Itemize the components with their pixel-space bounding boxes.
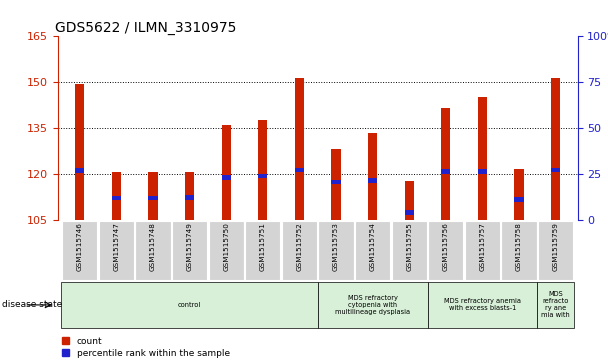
Text: disease state: disease state xyxy=(2,301,62,309)
FancyBboxPatch shape xyxy=(136,221,170,280)
Text: GSM1515749: GSM1515749 xyxy=(187,222,193,271)
Bar xyxy=(405,182,414,220)
Bar xyxy=(368,132,377,220)
Text: MDS refractory anemia
with excess blasts-1: MDS refractory anemia with excess blasts… xyxy=(444,298,521,311)
Text: GSM1515746: GSM1515746 xyxy=(77,222,83,271)
FancyBboxPatch shape xyxy=(427,282,537,327)
Text: MDS
refracto
ry ane
mia with: MDS refracto ry ane mia with xyxy=(541,291,570,318)
Text: GSM1515750: GSM1515750 xyxy=(223,222,229,271)
Bar xyxy=(185,172,194,220)
Text: GSM1515756: GSM1515756 xyxy=(443,222,449,271)
Text: MDS refractory
cytopenia with
multilineage dysplasia: MDS refractory cytopenia with multilinea… xyxy=(335,295,410,315)
Bar xyxy=(405,211,414,215)
FancyBboxPatch shape xyxy=(317,282,427,327)
FancyBboxPatch shape xyxy=(62,221,97,280)
Text: GSM1515754: GSM1515754 xyxy=(370,222,376,271)
Bar xyxy=(368,178,377,183)
FancyBboxPatch shape xyxy=(282,221,317,280)
Bar xyxy=(185,195,194,200)
Bar xyxy=(258,174,268,178)
Bar xyxy=(258,120,268,220)
Bar xyxy=(221,175,230,180)
FancyBboxPatch shape xyxy=(428,221,463,280)
FancyBboxPatch shape xyxy=(61,282,317,327)
Bar xyxy=(478,97,487,220)
Bar xyxy=(148,196,157,200)
FancyBboxPatch shape xyxy=(209,221,244,280)
FancyBboxPatch shape xyxy=(465,221,500,280)
Text: GSM1515758: GSM1515758 xyxy=(516,222,522,271)
Bar xyxy=(221,125,230,220)
Bar xyxy=(295,168,304,172)
Bar xyxy=(478,169,487,174)
Bar xyxy=(441,108,451,220)
Text: GDS5622 / ILMN_3310975: GDS5622 / ILMN_3310975 xyxy=(55,21,237,35)
Text: control: control xyxy=(178,302,201,308)
FancyBboxPatch shape xyxy=(319,221,354,280)
Bar xyxy=(75,168,85,173)
FancyBboxPatch shape xyxy=(355,221,390,280)
Bar xyxy=(551,78,560,220)
Bar xyxy=(331,180,340,184)
Bar xyxy=(551,168,560,172)
Bar xyxy=(75,83,85,220)
FancyBboxPatch shape xyxy=(245,221,280,280)
FancyBboxPatch shape xyxy=(538,221,573,280)
Text: GSM1515752: GSM1515752 xyxy=(296,222,302,271)
Bar xyxy=(331,149,340,220)
Bar xyxy=(295,78,304,220)
Text: GSM1515747: GSM1515747 xyxy=(113,222,119,271)
Bar xyxy=(514,197,523,202)
Text: GSM1515753: GSM1515753 xyxy=(333,222,339,271)
Text: GSM1515748: GSM1515748 xyxy=(150,222,156,271)
FancyBboxPatch shape xyxy=(502,221,537,280)
Text: GSM1515757: GSM1515757 xyxy=(480,222,485,271)
Bar xyxy=(514,169,523,220)
Text: GSM1515751: GSM1515751 xyxy=(260,222,266,271)
Bar xyxy=(441,169,451,174)
Text: GSM1515755: GSM1515755 xyxy=(406,222,412,271)
FancyBboxPatch shape xyxy=(537,282,574,327)
FancyBboxPatch shape xyxy=(98,221,134,280)
Legend: count, percentile rank within the sample: count, percentile rank within the sample xyxy=(62,337,230,358)
Text: GSM1515759: GSM1515759 xyxy=(553,222,559,271)
Bar xyxy=(148,172,157,220)
Bar xyxy=(112,172,121,220)
FancyBboxPatch shape xyxy=(392,221,427,280)
Bar xyxy=(112,196,121,200)
FancyBboxPatch shape xyxy=(172,221,207,280)
